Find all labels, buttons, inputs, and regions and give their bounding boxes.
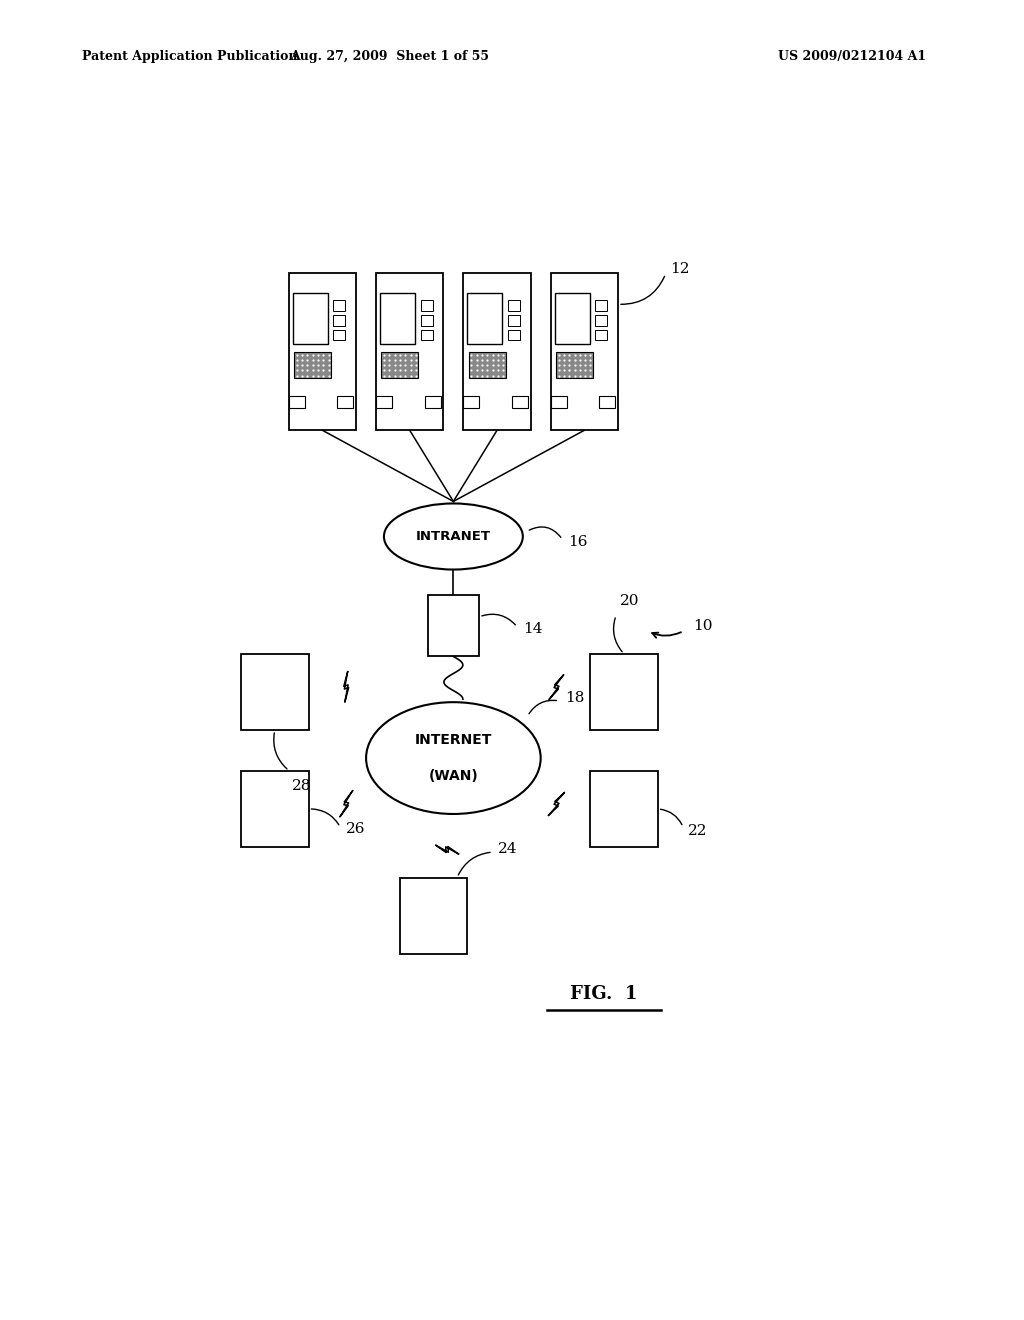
- Bar: [421, 315, 433, 326]
- Bar: [512, 396, 528, 408]
- Bar: [381, 352, 419, 379]
- Bar: [508, 301, 520, 310]
- Bar: [333, 330, 345, 341]
- Text: INTRANET: INTRANET: [416, 531, 490, 543]
- Text: 26: 26: [346, 822, 366, 837]
- Bar: [555, 293, 590, 343]
- Bar: [463, 273, 530, 430]
- Text: 12: 12: [670, 261, 689, 276]
- Text: 10: 10: [693, 619, 713, 634]
- Bar: [380, 293, 415, 343]
- Bar: [556, 352, 593, 379]
- Bar: [337, 396, 353, 408]
- Bar: [590, 771, 657, 847]
- Bar: [467, 293, 503, 343]
- Ellipse shape: [384, 503, 523, 569]
- Bar: [333, 315, 345, 326]
- Bar: [551, 396, 566, 408]
- Bar: [595, 301, 607, 310]
- Text: Patent Application Publication: Patent Application Publication: [82, 50, 297, 63]
- Text: (WAN): (WAN): [428, 770, 478, 783]
- Bar: [289, 273, 356, 430]
- Bar: [241, 771, 308, 847]
- Text: 16: 16: [568, 535, 588, 549]
- Bar: [333, 301, 345, 310]
- Bar: [421, 301, 433, 310]
- Text: 22: 22: [688, 824, 708, 838]
- Bar: [293, 293, 328, 343]
- Bar: [399, 878, 467, 954]
- Bar: [599, 396, 615, 408]
- Bar: [551, 273, 618, 430]
- Bar: [595, 330, 607, 341]
- Bar: [425, 396, 440, 408]
- Text: 20: 20: [620, 594, 640, 609]
- Text: 28: 28: [292, 779, 311, 793]
- Text: US 2009/0212104 A1: US 2009/0212104 A1: [778, 50, 927, 63]
- Bar: [241, 653, 308, 730]
- Text: INTERNET: INTERNET: [415, 733, 493, 747]
- Bar: [590, 653, 657, 730]
- Bar: [289, 396, 305, 408]
- Bar: [376, 273, 443, 430]
- Bar: [376, 396, 392, 408]
- Ellipse shape: [367, 702, 541, 814]
- Bar: [421, 330, 433, 341]
- Bar: [463, 396, 479, 408]
- Bar: [469, 352, 506, 379]
- Text: 14: 14: [523, 622, 543, 636]
- Bar: [508, 330, 520, 341]
- Text: Aug. 27, 2009  Sheet 1 of 55: Aug. 27, 2009 Sheet 1 of 55: [290, 50, 488, 63]
- Text: 18: 18: [565, 690, 585, 705]
- Bar: [595, 315, 607, 326]
- Bar: [508, 315, 520, 326]
- Bar: [294, 352, 331, 379]
- Text: 24: 24: [499, 842, 518, 857]
- Bar: [428, 595, 479, 656]
- Text: FIG.  1: FIG. 1: [570, 985, 638, 1003]
